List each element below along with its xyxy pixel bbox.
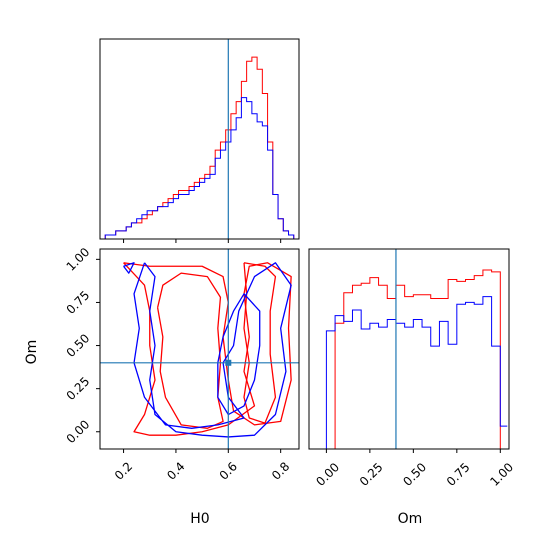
- contour-line-0-0: [123, 262, 292, 436]
- om-x-tick-label-3: 0.75: [444, 460, 473, 489]
- x-axis-label-h0: H0: [190, 511, 209, 527]
- om-marginal-panel: 0.00 0.25 0.50 0.75 1.00: [308, 248, 516, 489]
- om-x-tick-label-2: 0.50: [400, 460, 429, 489]
- om-marginal-frame: [308, 248, 510, 450]
- h0-tick-label-1: 0.4: [164, 459, 187, 482]
- contour-line-1-2: [217, 293, 261, 416]
- h0-tick-label-0: 0.2: [112, 459, 135, 482]
- om-histogram-series-0: [326, 269, 501, 450]
- om-x-tick-label-4: 1.00: [487, 460, 516, 489]
- om-histogram-series-1: [315, 296, 508, 450]
- contour-line-0-1: [243, 262, 277, 424]
- om-tick-label-4: 1.00: [64, 245, 93, 274]
- om-x-tick-label-1: 0.25: [357, 460, 386, 489]
- x-axis-label-om: Om: [398, 511, 423, 527]
- contour-line-1-1: [133, 262, 292, 438]
- truth-marker: [225, 359, 232, 366]
- contour-line-1-0: [123, 262, 135, 274]
- om-tick-label-1: 0.25: [64, 374, 93, 403]
- h0-tick-label-2: 0.6: [217, 459, 240, 482]
- h0-histogram-series-0: [104, 56, 295, 239]
- h0-marginal-panel: [99, 38, 300, 243]
- y-axis-label-om: Om: [24, 340, 40, 365]
- h0-tick-label-3: 0.8: [269, 459, 292, 482]
- om-tick-label-2: 0.50: [64, 331, 93, 360]
- contour-lines-group: [123, 262, 292, 438]
- om-vs-h0-contour-panel: 0.2 0.4 0.6 0.8 0.00 0.25 0.50 0.75 1.00: [64, 245, 300, 483]
- h0-marginal-frame: [99, 38, 300, 240]
- h0-histogram-series-1: [104, 97, 295, 239]
- om-tick-label-0: 0.00: [64, 417, 93, 446]
- contour-frame: [99, 248, 300, 450]
- contour-line-0-2: [156, 272, 224, 429]
- om-x-tick-label-0: 0.00: [313, 460, 342, 489]
- om-tick-label-3: 0.75: [64, 288, 93, 317]
